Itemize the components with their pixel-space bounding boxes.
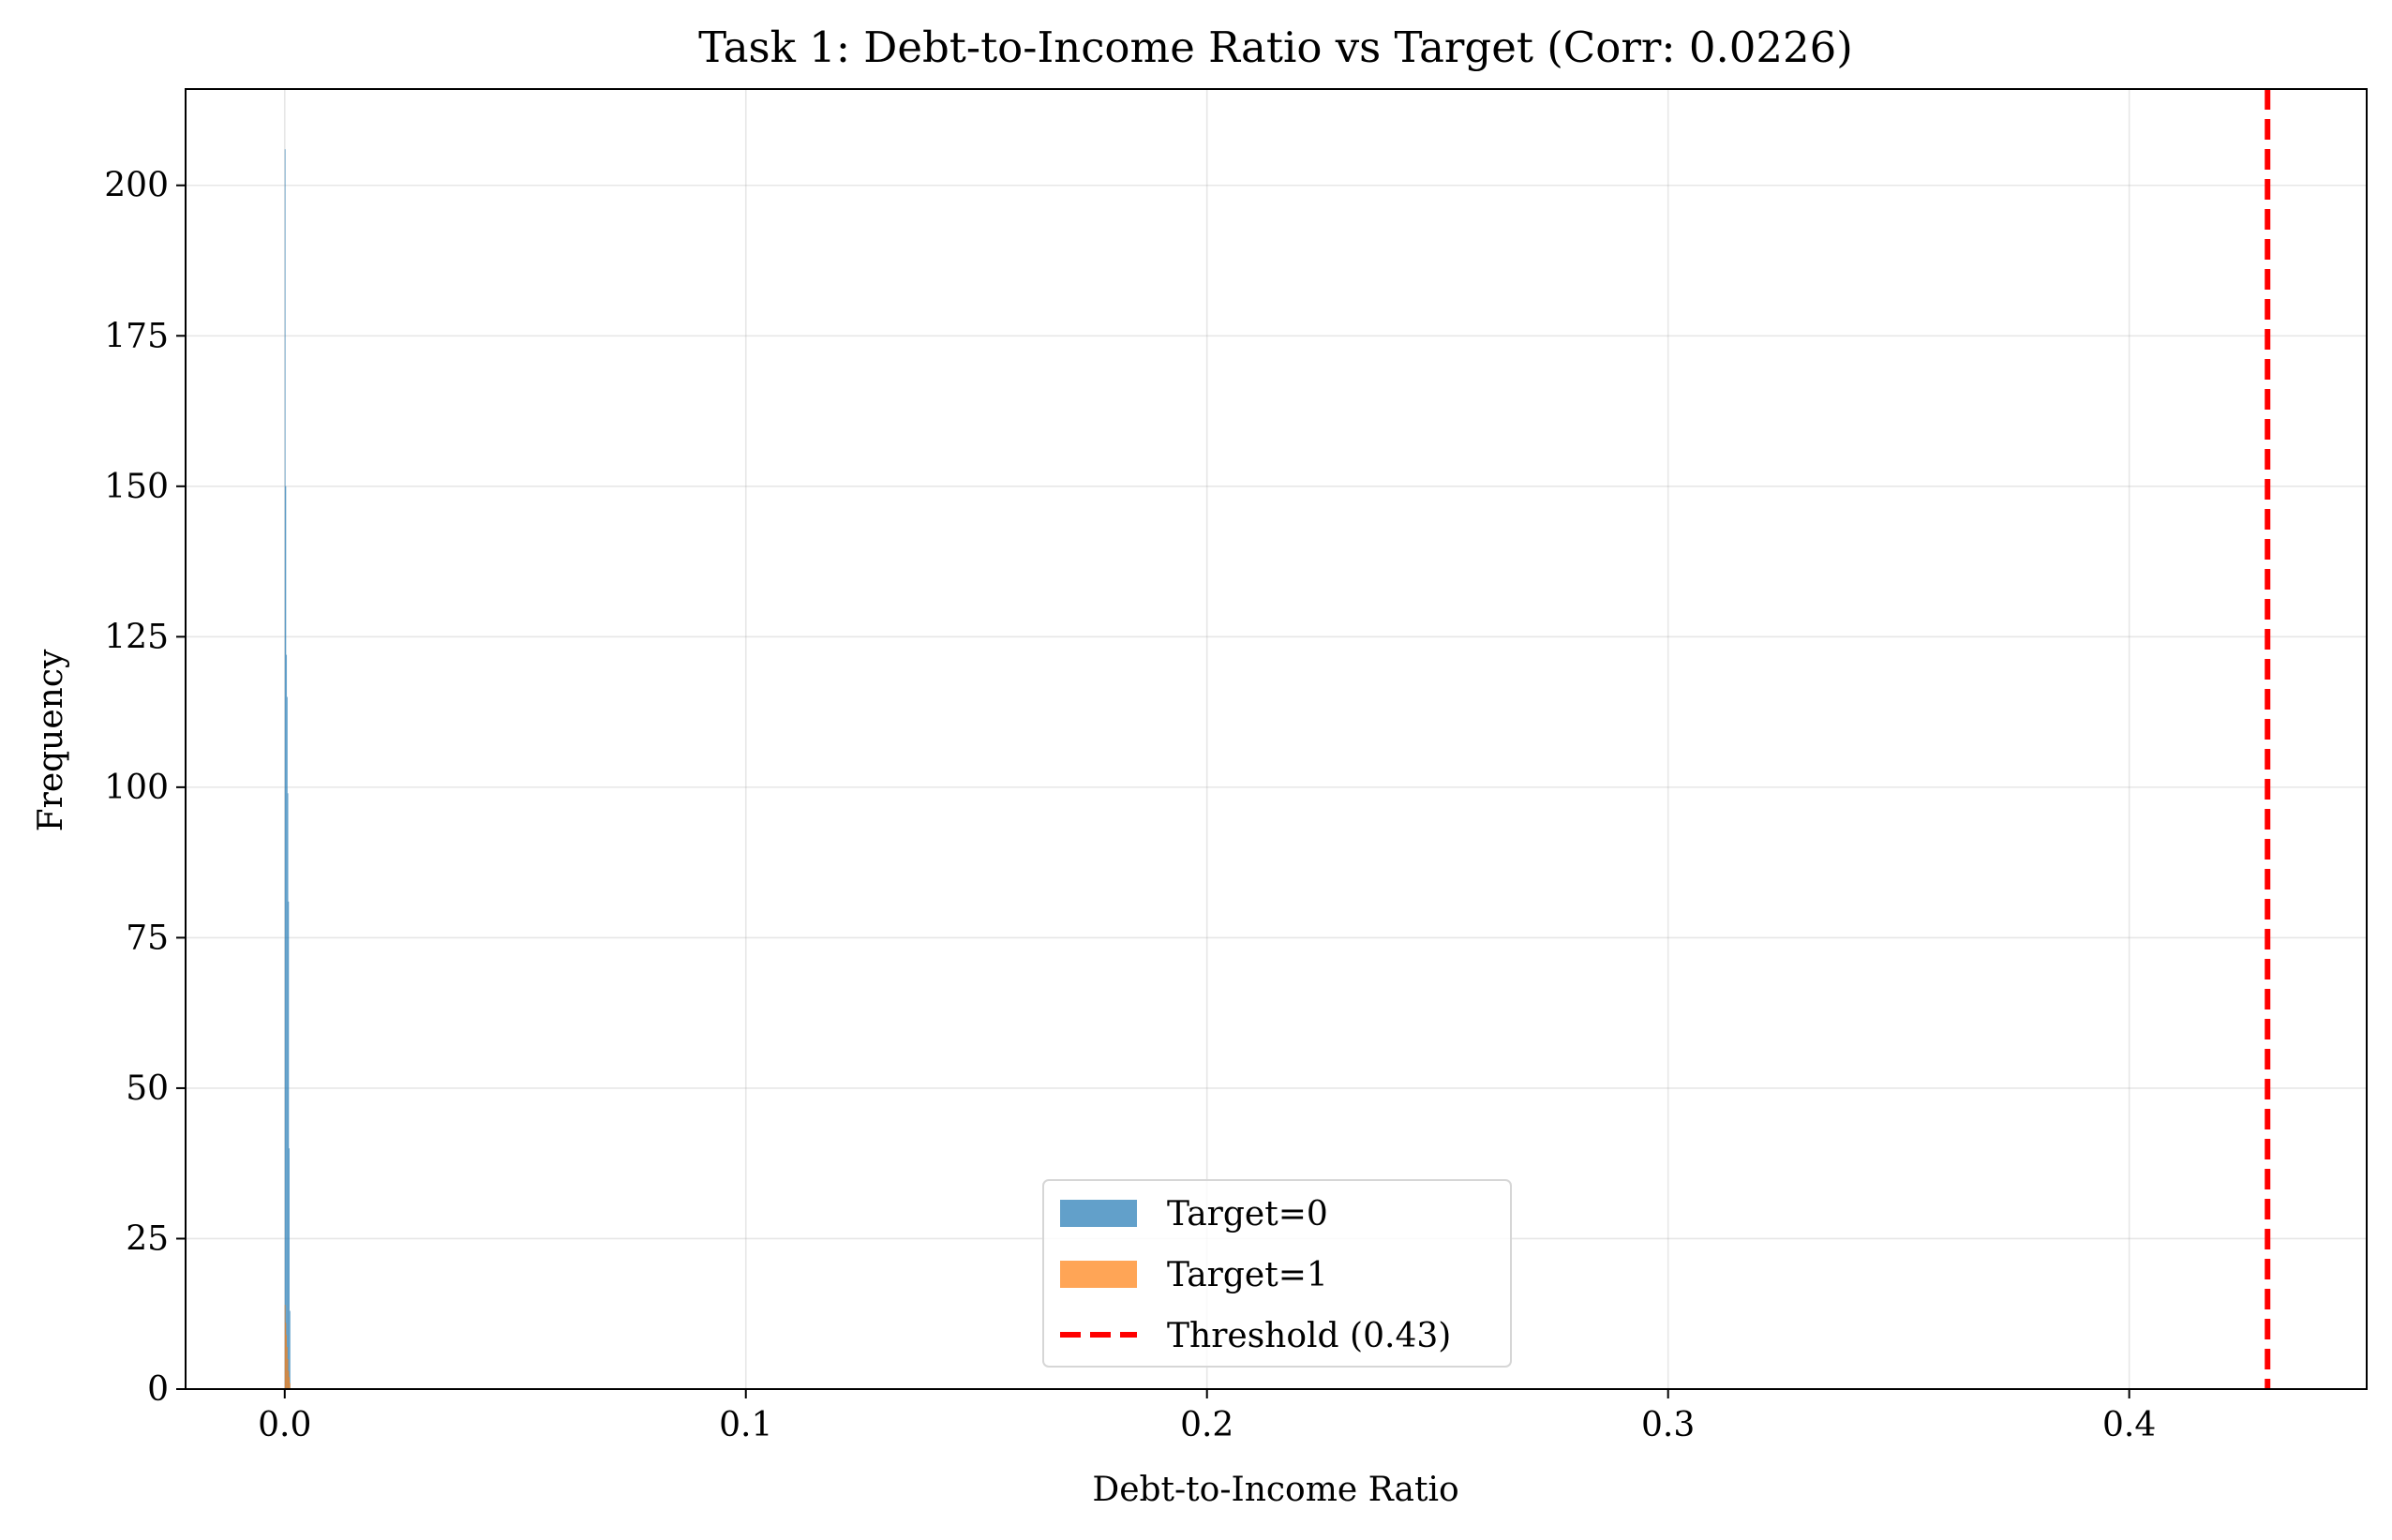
y-tick-label: 50 [126,1069,169,1108]
ticks-layer: 0.0 0.1 0.2 0.3 0.4 0 25 50 75 100 125 150 175 200 [104,167,2156,1444]
histogram-bar-target-0 [288,901,290,1389]
x-tick-label: 0.1 [719,1406,772,1444]
x-tick-label: 0.4 [2102,1406,2156,1444]
histogram-bar-target-1 [289,1383,291,1389]
y-tick-label: 125 [104,618,169,656]
legend-label-threshold: Threshold (0.43) [1167,1317,1451,1355]
y-tick-label: 200 [104,167,169,205]
histogram-bar-target-1 [288,1370,290,1389]
y-axis-label: Frequency [32,649,70,831]
y-tick-label: 75 [126,919,169,957]
histogram-bar-target-0 [285,486,287,1389]
y-tick-label: 175 [104,317,169,355]
histogram-bar-target-0 [286,696,288,1389]
legend-frame [1042,1179,1512,1368]
axes-layer [185,88,2368,1390]
histogram-bar-target-1 [284,1305,286,1389]
histogram-bar-target-0 [289,1148,291,1389]
legend-label-target-1: Target=1 [1167,1256,1328,1294]
x-axis-label: Debt-to-Income Ratio [1092,1471,1458,1509]
histogram-bar-target-1 [287,1358,289,1389]
plot-frame [185,88,2368,1390]
legend: Target=0 Target=1 Threshold (0.43) [1042,1179,1512,1368]
histogram-bar-target-0 [287,793,289,1389]
histogram-bar-target-1 [286,1335,288,1389]
histogram-bar-target-0 [284,149,286,1389]
bars-layer [284,149,291,1389]
x-tick-label: 0.3 [1641,1406,1695,1444]
chart-title: Task 1: Debt-to-Income Ratio vs Target (… [698,22,1853,72]
y-tick-label: 25 [126,1219,169,1258]
x-tick-label: 0.2 [1180,1406,1233,1444]
y-tick-label: 0 [147,1370,169,1409]
legend-label-target-0: Target=0 [1167,1195,1328,1233]
legend-swatch-target-1 [1060,1261,1137,1288]
histogram-bar-target-0 [289,1310,291,1389]
histogram-bar-target-1 [285,1323,287,1389]
histogram-bar-target-1 [289,1377,291,1389]
histogram-bar-target-0 [286,654,288,1389]
x-tick-label: 0.0 [258,1406,311,1444]
legend-swatch-target-0 [1060,1200,1137,1227]
y-tick-label: 100 [104,769,169,807]
y-tick-label: 150 [104,468,169,506]
histogram-bar-target-1 [286,1347,288,1389]
